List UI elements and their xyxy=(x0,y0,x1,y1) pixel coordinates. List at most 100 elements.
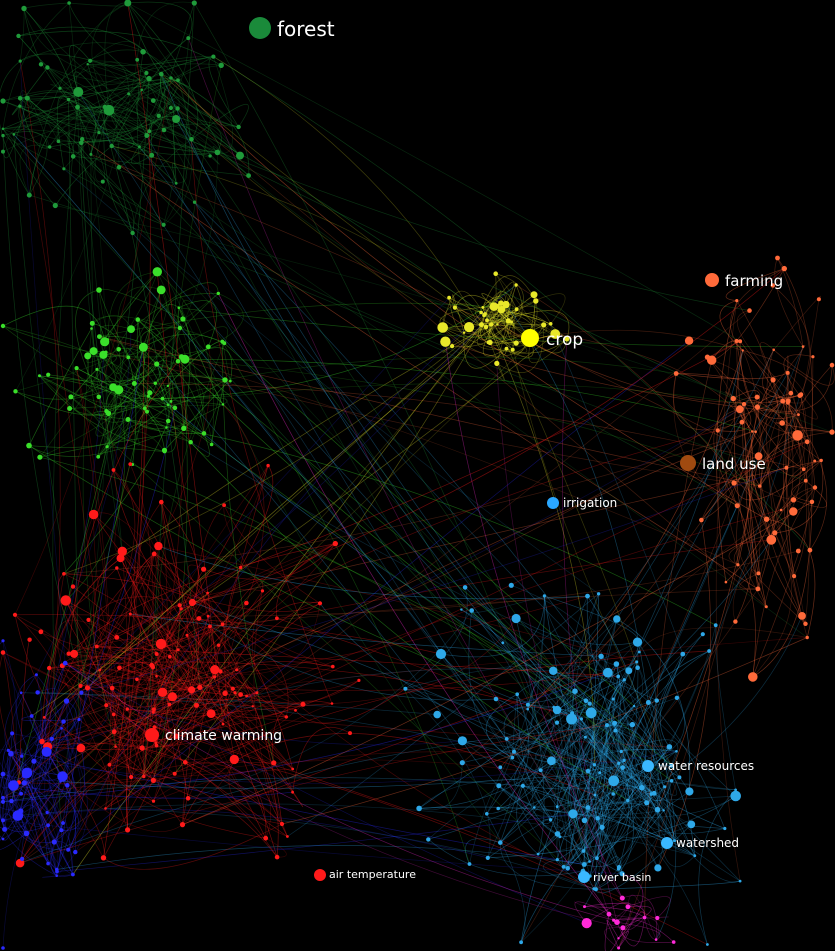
network-node[interactable] xyxy=(150,98,156,103)
network-node[interactable] xyxy=(496,783,502,789)
network-node[interactable] xyxy=(6,748,10,753)
network-node[interactable] xyxy=(504,346,509,351)
network-node[interactable] xyxy=(587,701,592,706)
network-node[interactable] xyxy=(127,325,135,333)
network-node[interactable] xyxy=(662,809,665,812)
network-node[interactable] xyxy=(713,623,718,628)
network-node[interactable] xyxy=(622,758,626,762)
network-node[interactable] xyxy=(469,608,475,613)
network-node[interactable] xyxy=(496,806,501,811)
network-node[interactable] xyxy=(0,799,6,804)
network-node[interactable] xyxy=(147,390,153,396)
network-node[interactable] xyxy=(781,265,787,272)
network-node[interactable] xyxy=(433,710,442,719)
network-node[interactable] xyxy=(246,173,252,179)
network-node[interactable] xyxy=(201,566,207,572)
network-node[interactable] xyxy=(117,665,122,671)
network-node[interactable] xyxy=(785,370,790,375)
network-node[interactable] xyxy=(62,572,66,576)
network-node[interactable] xyxy=(139,745,145,751)
network-node[interactable] xyxy=(128,612,132,616)
network-node[interactable] xyxy=(707,355,717,365)
network-node[interactable] xyxy=(144,133,150,138)
network-node[interactable] xyxy=(168,105,173,111)
network-node[interactable] xyxy=(585,805,591,810)
network-node[interactable] xyxy=(581,817,588,824)
network-node[interactable] xyxy=(115,566,119,570)
network-node[interactable] xyxy=(63,698,70,704)
network-node[interactable] xyxy=(174,181,178,185)
network-node[interactable] xyxy=(447,295,451,300)
network-node[interactable] xyxy=(798,392,804,397)
network-node[interactable] xyxy=(105,445,109,449)
network-node[interactable] xyxy=(111,729,117,735)
network-node[interactable] xyxy=(154,541,163,551)
network-node[interactable] xyxy=(140,49,146,55)
network-node[interactable] xyxy=(533,298,539,304)
network-node[interactable] xyxy=(96,454,101,459)
network-node[interactable] xyxy=(102,104,108,110)
network-node[interactable] xyxy=(481,306,485,309)
network-node[interactable] xyxy=(26,192,32,198)
network-node[interactable] xyxy=(125,707,129,711)
network-node[interactable] xyxy=(61,719,66,724)
network-node[interactable] xyxy=(639,784,645,791)
network-node[interactable] xyxy=(462,331,466,334)
network-node[interactable] xyxy=(626,798,630,803)
network-node[interactable] xyxy=(238,692,244,697)
network-node[interactable] xyxy=(731,480,737,486)
network-node[interactable] xyxy=(175,359,181,364)
network-node[interactable] xyxy=(736,563,740,567)
network-node[interactable] xyxy=(730,790,741,802)
network-node[interactable] xyxy=(208,624,212,629)
network-node[interactable] xyxy=(165,418,171,424)
network-node[interactable] xyxy=(31,758,37,764)
network-node[interactable] xyxy=(255,691,259,695)
network-node[interactable] xyxy=(654,806,661,813)
network-node[interactable] xyxy=(177,325,183,331)
network-node[interactable] xyxy=(294,708,297,712)
network-node[interactable] xyxy=(125,417,131,422)
network-node[interactable] xyxy=(155,675,158,678)
network-node[interactable] xyxy=(565,866,570,871)
network-node[interactable] xyxy=(485,812,489,816)
network-node[interactable] xyxy=(493,271,499,277)
network-node[interactable] xyxy=(279,821,285,827)
land-use-node[interactable] xyxy=(680,455,696,471)
network-node[interactable] xyxy=(464,322,475,333)
network-node[interactable] xyxy=(671,940,676,944)
network-node[interactable] xyxy=(145,409,149,414)
network-node[interactable] xyxy=(177,603,182,608)
network-node[interactable] xyxy=(0,98,6,104)
network-node[interactable] xyxy=(797,413,800,416)
network-node[interactable] xyxy=(460,608,463,611)
network-node[interactable] xyxy=(176,78,180,83)
network-node[interactable] xyxy=(675,750,678,753)
network-node[interactable] xyxy=(233,691,237,695)
network-node[interactable] xyxy=(168,654,172,659)
network-node[interactable] xyxy=(62,167,66,171)
network-node[interactable] xyxy=(182,760,188,765)
network-node[interactable] xyxy=(160,396,165,401)
network-node[interactable] xyxy=(693,854,697,858)
network-node[interactable] xyxy=(70,584,76,589)
network-node[interactable] xyxy=(179,822,186,828)
network-node[interactable] xyxy=(155,638,167,650)
network-node[interactable] xyxy=(467,862,472,866)
network-node[interactable] xyxy=(67,1,71,5)
network-node[interactable] xyxy=(555,805,559,809)
network-node[interactable] xyxy=(67,406,73,411)
network-node[interactable] xyxy=(479,322,484,328)
network-node[interactable] xyxy=(22,773,27,778)
network-node[interactable] xyxy=(135,677,139,682)
network-node[interactable] xyxy=(485,855,490,861)
network-node[interactable] xyxy=(108,107,114,112)
network-node[interactable] xyxy=(105,410,112,417)
network-node[interactable] xyxy=(435,648,447,660)
network-node[interactable] xyxy=(192,200,197,204)
network-node[interactable] xyxy=(0,650,6,655)
network-node[interactable] xyxy=(154,361,160,367)
network-node[interactable] xyxy=(90,327,93,330)
network-node[interactable] xyxy=(756,571,761,576)
network-node[interactable] xyxy=(642,915,647,920)
